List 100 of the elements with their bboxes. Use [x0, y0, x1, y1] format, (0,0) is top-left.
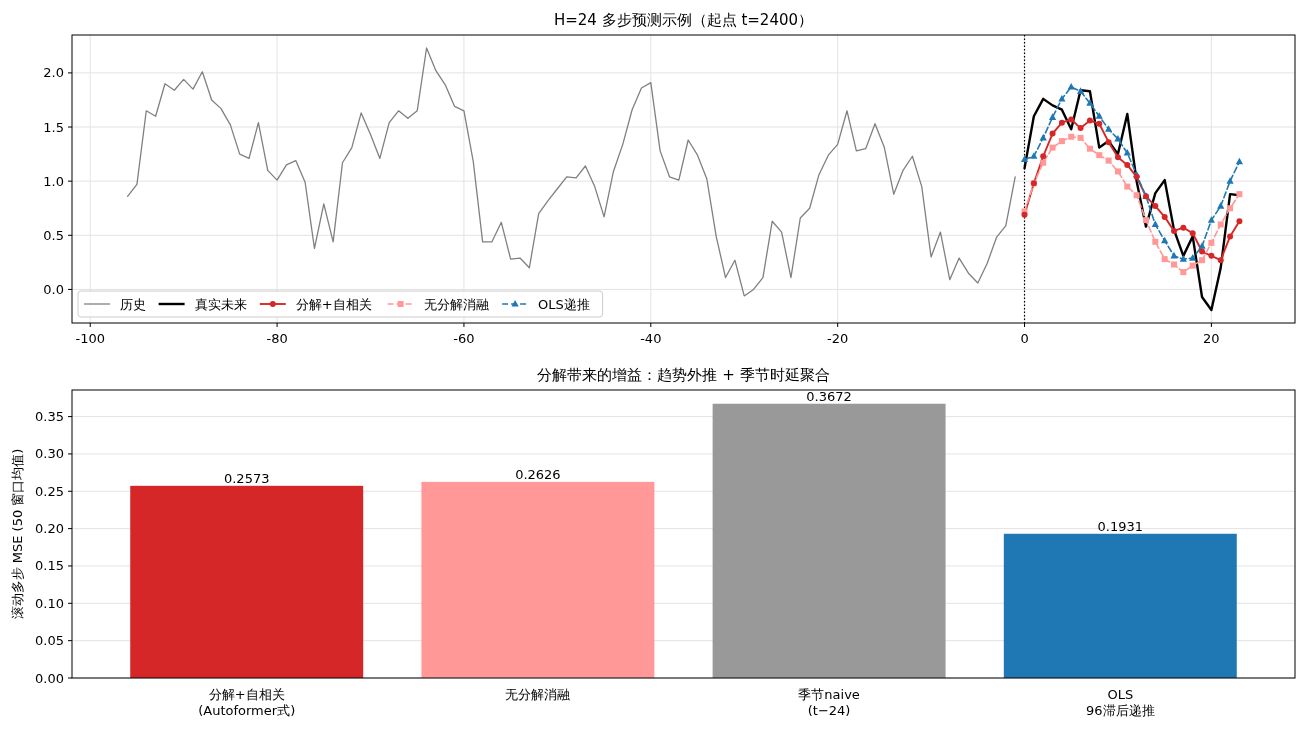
- point: [1077, 134, 1084, 141]
- point: [1077, 125, 1084, 132]
- point: [1114, 134, 1122, 142]
- point: [1227, 233, 1234, 240]
- point: [1161, 213, 1168, 220]
- x-tick-label: 无分解消融: [505, 687, 571, 702]
- data-label: 0.3672: [806, 388, 852, 404]
- y-tick-label: 0.0: [43, 281, 64, 297]
- point: [1171, 227, 1178, 234]
- point: [1048, 113, 1057, 120]
- x-tick-label: -20: [827, 331, 849, 346]
- point: [1105, 125, 1113, 132]
- point: [1199, 248, 1206, 255]
- point: [1179, 255, 1187, 262]
- x-tick-label: -80: [266, 331, 288, 346]
- point: [1227, 205, 1234, 212]
- point: [1086, 145, 1093, 152]
- legend-label: OLS递推: [538, 296, 590, 312]
- y-tick-label: 2.0: [43, 65, 64, 81]
- point: [1180, 269, 1187, 276]
- legend-label: 真实未来: [194, 296, 247, 312]
- point: [1040, 153, 1047, 160]
- point: [1049, 144, 1056, 151]
- y-tick-label: 0.05: [35, 633, 64, 649]
- bar: [1003, 533, 1237, 678]
- point: [1030, 152, 1038, 159]
- point: [1020, 155, 1029, 163]
- legend-label: 无分解消融: [423, 296, 489, 312]
- point: [1189, 262, 1196, 269]
- y-tick-label: 0.10: [35, 595, 64, 611]
- point: [1058, 138, 1065, 145]
- point: [1142, 217, 1149, 224]
- point: [1226, 177, 1234, 184]
- point: [1049, 130, 1056, 137]
- point: [1068, 116, 1075, 123]
- point: [1086, 99, 1094, 106]
- x-tick-label: -100: [75, 331, 105, 346]
- point: [1236, 218, 1243, 225]
- bar: [421, 481, 655, 678]
- y-tick-label: 1.0: [43, 173, 64, 189]
- y-tick-label: 0.35: [35, 409, 64, 425]
- point: [1236, 191, 1243, 198]
- point: [1123, 149, 1131, 156]
- y-tick-label: 0.5: [43, 227, 64, 243]
- point: [1235, 157, 1244, 165]
- point: [1124, 183, 1131, 190]
- x-tick-label: 0: [1020, 331, 1029, 346]
- point: [1208, 252, 1215, 259]
- point: [1217, 202, 1225, 209]
- x-tick-label: 分解+自相关 (Autoformer式): [198, 687, 296, 718]
- y-tick-label: 0.30: [35, 446, 64, 462]
- point: [1217, 257, 1224, 264]
- point: [1076, 87, 1085, 94]
- chart-title: H=24 多步预测示例（起点 t=2400）: [553, 11, 814, 29]
- point: [1199, 257, 1206, 264]
- legend-label: 历史: [120, 296, 146, 312]
- x-tick-label: 20: [1203, 331, 1220, 346]
- point: [1152, 203, 1159, 210]
- point: [1096, 120, 1103, 127]
- point: [1086, 117, 1093, 124]
- point: [1217, 221, 1224, 228]
- y-tick-label: 0.25: [35, 483, 64, 499]
- point: [1180, 224, 1187, 231]
- data-label: 0.1931: [1097, 518, 1144, 534]
- data-label: 0.2573: [223, 470, 270, 486]
- x-tick-label: -40: [640, 331, 662, 346]
- point: [1133, 192, 1140, 199]
- point: [1096, 152, 1103, 159]
- point: [1189, 254, 1197, 261]
- y-tick-label: 0.20: [35, 521, 64, 537]
- point: [1189, 230, 1196, 237]
- point: [1152, 238, 1159, 245]
- point: [1105, 157, 1112, 164]
- point: [1058, 119, 1065, 126]
- legend-label: 分解+自相关: [295, 296, 372, 312]
- point: [1151, 220, 1159, 228]
- point: [1124, 161, 1131, 168]
- point: [1068, 133, 1075, 140]
- point: [1067, 82, 1075, 90]
- y-tick-label: 1.5: [43, 119, 64, 135]
- point: [1105, 139, 1112, 146]
- line-series: [126, 47, 1016, 297]
- y-tick-label: 0.00: [35, 670, 64, 686]
- bar: [130, 485, 364, 678]
- x-tick-label: OLS 96滞后递推: [1086, 687, 1155, 718]
- point: [1114, 168, 1121, 175]
- chart-title: 分解带来的增益：趋势外推 + 季节时延聚合: [537, 366, 830, 384]
- x-tick-label: 季节naive (t−24): [798, 687, 860, 718]
- point: [1171, 261, 1178, 268]
- y-tick-label: 0.15: [35, 558, 64, 574]
- x-tick-label: -60: [453, 331, 475, 346]
- bar: [712, 403, 946, 678]
- point: [1161, 256, 1168, 263]
- y-axis-title: 滚动多步 MSE (50 窗口均值): [10, 448, 25, 620]
- point: [1095, 112, 1103, 119]
- data-label: 0.2626: [515, 466, 561, 482]
- point: [1114, 154, 1121, 161]
- point: [1040, 159, 1047, 166]
- point: [1208, 239, 1215, 246]
- point: [1198, 242, 1206, 249]
